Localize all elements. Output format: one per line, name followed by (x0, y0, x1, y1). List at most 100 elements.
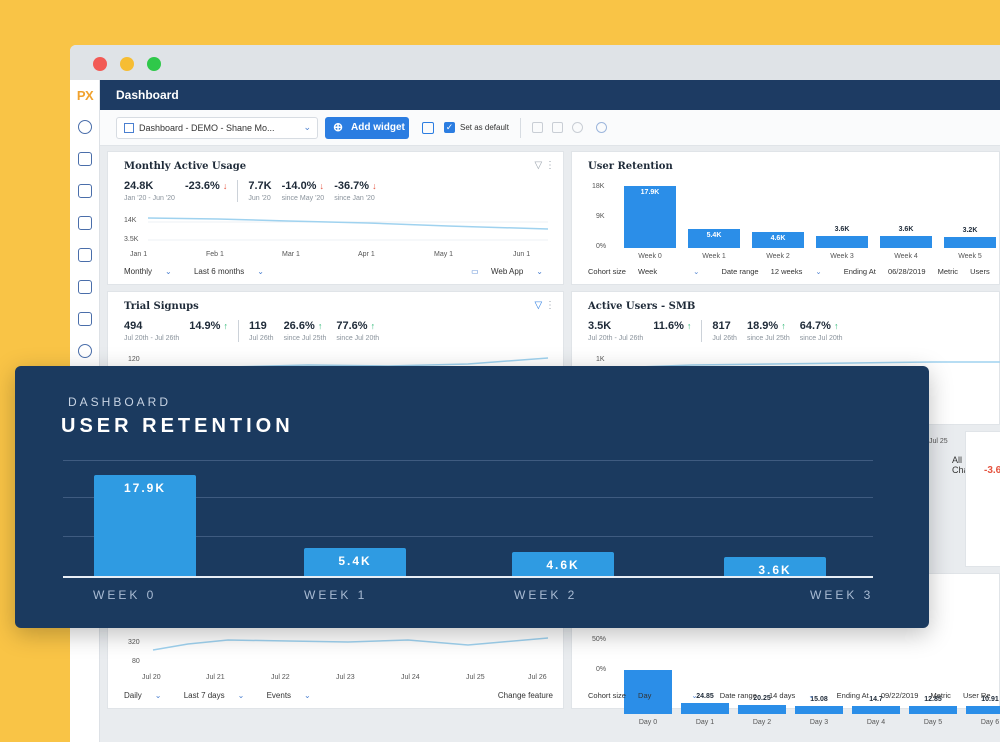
range-label: Date range (721, 267, 759, 276)
stat-change-period: -36.7% ↓ since Jan '20 (334, 180, 377, 202)
retention-bar[interactable] (944, 237, 996, 248)
close-window-button[interactable] (93, 57, 107, 71)
reports-icon[interactable] (78, 152, 92, 166)
bar-value-label: 12.85 (924, 696, 942, 703)
range-select[interactable]: 14 days ⌄ (768, 691, 815, 700)
bar-value-label: 20.25 (753, 695, 771, 702)
retention-bar[interactable] (688, 229, 740, 248)
ending-label: Ending At (843, 267, 876, 276)
x-tick-label: WEEK 1 (304, 588, 368, 602)
retention-bar[interactable] (681, 703, 729, 714)
x-tick-label: Day 5 (923, 719, 943, 726)
ending-value[interactable]: 09/22/2019 (880, 691, 919, 700)
stat-change-day: 26.6% ↑ since Jul 25th (283, 320, 327, 342)
y-tick-label: 1K (596, 356, 605, 363)
overlay-bar[interactable] (94, 475, 196, 576)
divider (237, 180, 239, 202)
bar-value-label: 17.9K (123, 481, 167, 495)
bar-value-label: 4.6K (546, 558, 580, 572)
retention-bar[interactable] (752, 232, 804, 248)
divider (701, 320, 703, 342)
toolbar-divider (520, 118, 521, 138)
metric-select[interactable]: User Re (963, 691, 991, 700)
minimize-window-button[interactable] (120, 57, 134, 71)
channel-select[interactable]: ▭ Web App ⌄ (471, 267, 543, 276)
range-select[interactable]: 12 weeks ⌄ (770, 267, 822, 276)
edit-icon[interactable] (422, 122, 434, 134)
overlay-bar[interactable] (512, 552, 614, 576)
type-select[interactable]: Events ⌄ (266, 691, 311, 700)
dashboard-gauge-icon[interactable] (78, 120, 92, 134)
interval-select[interactable]: Daily ⌄ (124, 691, 162, 700)
dashboard-select[interactable]: Dashboard - DEMO - Shane Mo... ⌄ (116, 117, 318, 139)
maximize-window-button[interactable] (147, 57, 161, 71)
x-tick-label: Jul 24 (401, 674, 420, 681)
card-footer: Monthly ⌄ Last 6 months ⌄ ▭ Web App ⌄ (124, 267, 553, 276)
pie-chart-icon[interactable] (78, 344, 92, 358)
users-icon[interactable] (78, 248, 92, 262)
retention-bar[interactable] (880, 236, 932, 248)
set-default-checkbox[interactable]: ✓ (444, 122, 455, 133)
add-widget-button[interactable]: ⊕ Add widget (325, 117, 409, 139)
ending-value[interactable]: 06/28/2019 (887, 267, 926, 276)
x-tick-label: Day 4 (866, 719, 886, 726)
x-tick-label: Jul 23 (336, 674, 355, 681)
set-default-label[interactable]: Set as default (460, 123, 509, 132)
retention-bar[interactable] (909, 706, 957, 714)
filter-icon: ▽ (534, 300, 543, 311)
card-partial: -3.6 (965, 431, 1000, 567)
card-menu[interactable]: ▽ ⋮ (534, 160, 555, 171)
retention-bar[interactable] (966, 706, 1000, 714)
y-tick-label: 0% (596, 666, 607, 673)
stat-row: 24.8K Jan '20 - Jun '20 -23.6% ↓ 7.7K Jun … (124, 180, 387, 202)
interval-select[interactable]: Monthly ⌄ (124, 267, 172, 276)
stat-change: 14.9% ↑ (189, 320, 229, 332)
x-tick-label: Week 5 (958, 253, 982, 260)
graduation-cap-icon[interactable] (78, 280, 92, 294)
retention-bar[interactable] (624, 670, 672, 714)
stat-latest: 7.7K Jun '20 (248, 180, 272, 202)
bar-value-label: 4.6K (770, 235, 786, 242)
dashboard-select-value: Dashboard - DEMO - Shane Mo... (139, 123, 275, 133)
range-select[interactable]: Last 6 months ⌄ (193, 267, 264, 276)
copy-icon[interactable] (532, 122, 543, 133)
trash-icon[interactable] (552, 122, 563, 133)
x-tick-label: Day 1 (695, 719, 715, 726)
overlay-bar[interactable] (304, 548, 406, 576)
info-icon[interactable] (596, 122, 607, 133)
path-icon[interactable] (78, 312, 92, 326)
change-feature-link[interactable]: Change feature (497, 691, 553, 700)
x-tick-label: Day 2 (752, 719, 772, 726)
user-retention-overlay: DASHBOARD USER RETENTION 17.9K WEEK 0 5.4K… (15, 366, 929, 628)
x-tick-label: Day 3 (809, 719, 829, 726)
stat-change-period: 77.6% ↑ since Jul 20th (336, 320, 380, 342)
dashboard-toolbar: Dashboard - DEMO - Shane Mo... ⌄ ⊕ Add w… (100, 110, 1000, 146)
logo[interactable]: PX (76, 87, 94, 103)
briefcase-icon[interactable] (78, 184, 92, 198)
x-tick-label: Week 2 (766, 253, 790, 260)
retention-bar[interactable] (624, 186, 676, 248)
retention-bar[interactable] (816, 236, 868, 248)
bar-value-label: 10.91 (981, 696, 999, 703)
overlay-bar[interactable] (724, 557, 826, 576)
retention-bar[interactable] (738, 705, 786, 714)
grid-line (63, 536, 873, 537)
bar-value-label: 5.4K (338, 554, 372, 568)
partial-change: -3.6 (984, 465, 1000, 476)
share-icon[interactable] (572, 122, 583, 133)
add-widget-label: Add widget (351, 122, 405, 133)
card-menu[interactable]: ▽ ⋮ (534, 300, 555, 311)
metric-select[interactable]: Users (970, 267, 990, 276)
x-tick-label: WEEK 3 (810, 588, 874, 602)
x-tick-label: Week 3 (830, 253, 854, 260)
range-select[interactable]: Last 7 days ⌄ (183, 691, 245, 700)
retention-bar[interactable] (852, 706, 900, 714)
chart-icon[interactable] (78, 216, 92, 230)
retention-bar[interactable] (795, 706, 843, 714)
arrow-up-icon: ↑ (781, 321, 786, 331)
y-tick-label: 320 (128, 639, 140, 646)
cohort-select[interactable]: Day ⌄ (638, 691, 698, 700)
bar-value-label: 5.4K (706, 232, 722, 239)
x-tick-label: Jul 21 (206, 674, 225, 681)
cohort-select[interactable]: Week ⌄ (638, 267, 700, 276)
